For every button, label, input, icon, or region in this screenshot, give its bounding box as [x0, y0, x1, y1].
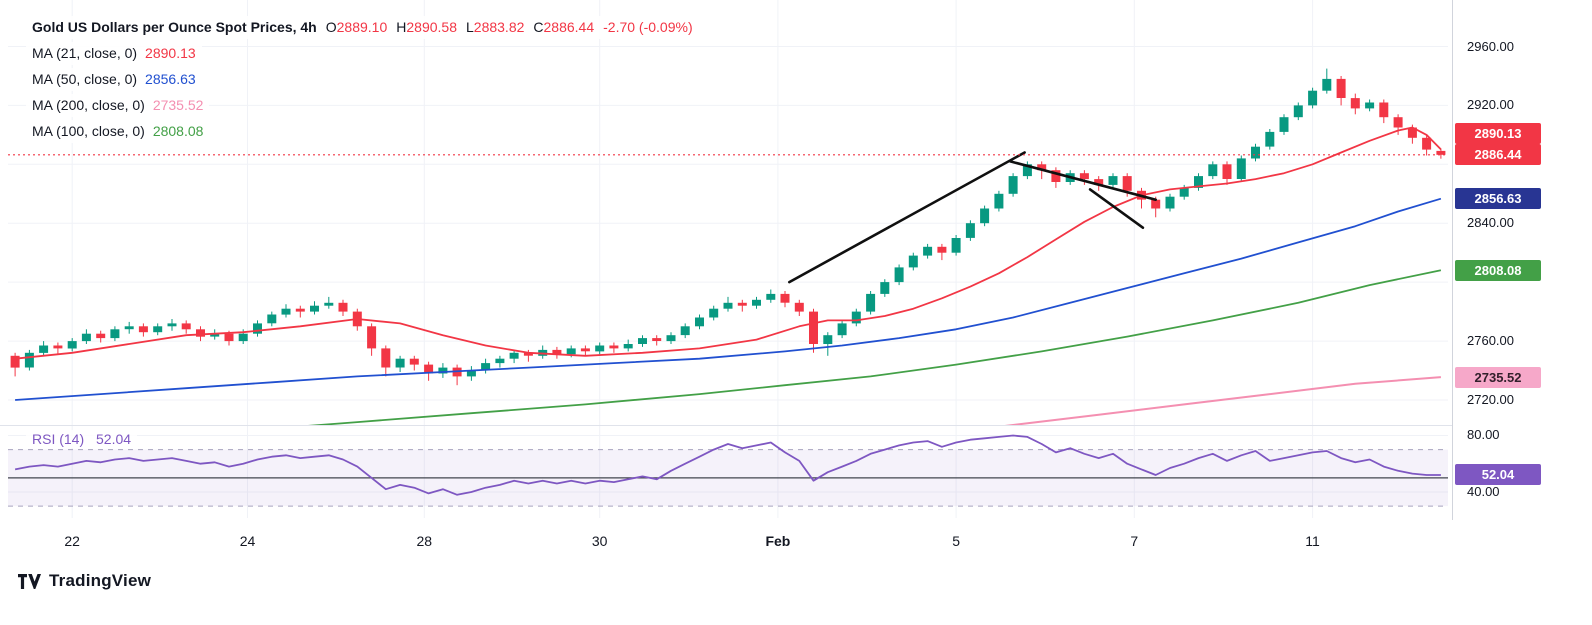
rsi-legend-row[interactable]: RSI (14) 52.04 — [26, 430, 138, 448]
price-axis-badge: 2890.13 — [1455, 122, 1541, 144]
price-tick-label: 2840.00 — [1467, 215, 1514, 231]
price-tick-label: 2720.00 — [1467, 391, 1514, 407]
time-tick-label: 30 — [591, 533, 608, 549]
rsi-axis-badge: 52.04 — [1455, 464, 1541, 486]
ohlc-change: -2.70 (-0.09%) — [603, 19, 693, 35]
price-tick-label: 2960.00 — [1467, 38, 1514, 54]
price-axis[interactable]: 2960.00 2920.00 2840.00 2760.00 2720.00 2890.… — [1453, 0, 1592, 520]
price-tick-label: 2760.00 — [1467, 333, 1514, 349]
price-axis-badge: 2856.63 — [1455, 188, 1541, 210]
rsi-label: RSI (14) — [32, 431, 85, 447]
rsi-tick-label: 80.00 — [1467, 427, 1500, 443]
rsi-value: 52.04 — [96, 431, 132, 447]
tradingview-logo-icon — [18, 573, 41, 589]
ma21-legend-row[interactable]: MA (21, close, 0) 2890.13 — [26, 42, 202, 65]
price-axis-badge: 2886.44 — [1455, 144, 1541, 166]
tradingview-attribution[interactable]: TradingView — [18, 571, 151, 591]
ohlc-open-value: 2889.10 — [336, 19, 388, 35]
time-tick-label: 24 — [239, 533, 256, 549]
ma21-value: 2890.13 — [145, 45, 196, 61]
rsi-tick-label: 40.00 — [1467, 483, 1500, 499]
ohlc-low-value: 2883.82 — [473, 19, 525, 35]
ohlc-low-label: L — [465, 19, 474, 35]
ma50-value: 2856.63 — [145, 71, 196, 87]
price-axis-badge: 2735.52 — [1455, 366, 1541, 388]
ohlc-open-label: O — [325, 19, 337, 35]
price-tick-label: 2920.00 — [1467, 97, 1514, 113]
ma200-legend-row[interactable]: MA (200, close, 0) 2735.52 — [26, 94, 210, 117]
price-axis-separator — [1452, 0, 1453, 520]
time-tick-label: 5 — [952, 533, 961, 549]
pane-separator[interactable] — [0, 425, 1452, 426]
ma200-label: MA (200, close, 0) — [32, 97, 145, 113]
time-tick-label: 7 — [1130, 533, 1139, 549]
time-tick-label: 11 — [1305, 533, 1320, 549]
ohlc-high-label: H — [396, 19, 407, 35]
ohlc-close-value: 2886.44 — [543, 19, 595, 35]
brand-name: TradingView — [49, 571, 152, 590]
time-tick-label: 22 — [64, 533, 80, 549]
time-tick-label: 28 — [416, 533, 433, 549]
chart-legend: Gold US Dollars per Ounce Spot Prices, 4… — [26, 16, 699, 146]
ohlc-close-label: C — [533, 19, 544, 35]
ma100-legend-row[interactable]: MA (100, close, 0) 2808.08 — [26, 120, 210, 143]
ohlc-high-value: 2890.58 — [406, 19, 457, 35]
ma21-label: MA (21, close, 0) — [32, 45, 138, 61]
ma100-value: 2808.08 — [152, 123, 204, 139]
symbol-title: Gold US Dollars per Ounce Spot Prices, 4… — [32, 19, 317, 35]
symbol-legend-row[interactable]: Gold US Dollars per Ounce Spot Prices, 4… — [26, 16, 699, 39]
ma100-label: MA (100, close, 0) — [32, 123, 145, 139]
time-tick-label: Feb — [765, 533, 791, 549]
ma50-label: MA (50, close, 0) — [32, 71, 138, 87]
price-axis-badge: 2808.08 — [1455, 259, 1541, 281]
ma200-value: 2735.52 — [152, 97, 204, 113]
ma50-legend-row[interactable]: MA (50, close, 0) 2856.63 — [26, 68, 202, 91]
time-axis[interactable]: 22 24 28 30 Feb 5 7 11 — [0, 520, 1592, 560]
